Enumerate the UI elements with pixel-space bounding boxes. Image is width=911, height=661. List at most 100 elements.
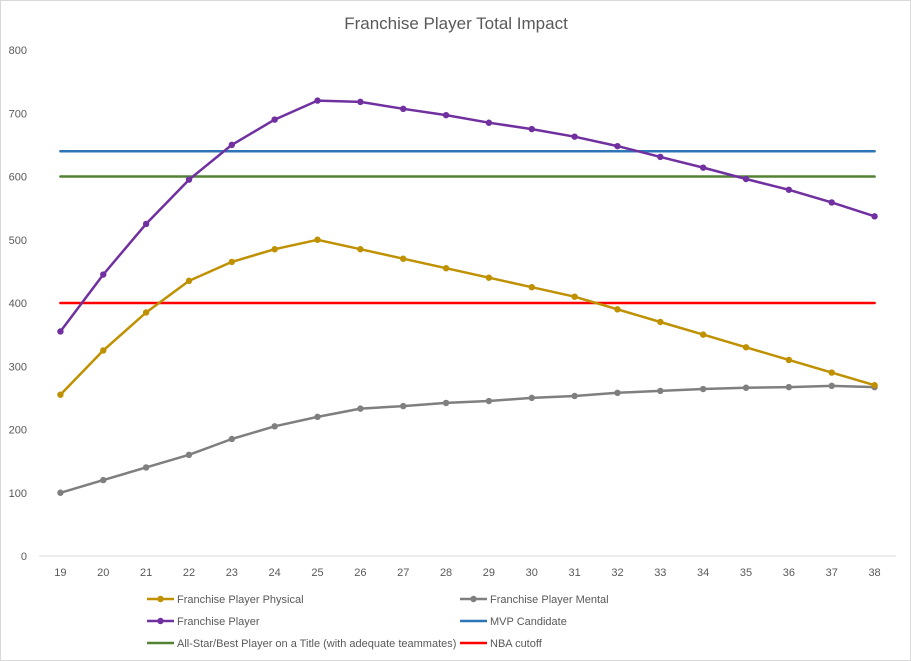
data-point-2-4 bbox=[228, 141, 236, 149]
data-point-1-15 bbox=[699, 385, 707, 393]
data-point-2-12 bbox=[571, 133, 578, 140]
data-point-2-0 bbox=[57, 328, 64, 335]
y-tick-label: 0 bbox=[21, 551, 27, 563]
x-tick-label: 30 bbox=[526, 567, 538, 579]
legend-label-2: Franchise Player bbox=[177, 616, 260, 628]
x-tick-label: 29 bbox=[483, 567, 495, 579]
legend-label-0: Franchise Player Physical bbox=[177, 594, 304, 606]
legend-label-4: All-Star/Best Player on a Title (with ad… bbox=[177, 638, 456, 650]
data-point-1-11 bbox=[528, 394, 535, 402]
x-tick-label: 25 bbox=[311, 567, 323, 579]
data-point-0-15 bbox=[699, 331, 707, 338]
data-point-2-15 bbox=[699, 164, 707, 171]
x-tick-label: 34 bbox=[697, 567, 709, 579]
data-point-2-5 bbox=[271, 116, 278, 123]
data-point-1-1 bbox=[100, 476, 107, 484]
series-line-2 bbox=[59, 99, 876, 333]
data-point-1-16 bbox=[742, 384, 750, 391]
y-tick-label: 200 bbox=[9, 425, 27, 437]
data-point-2-18 bbox=[828, 199, 835, 206]
data-point-0-5 bbox=[271, 246, 278, 253]
data-point-1-6 bbox=[314, 413, 321, 421]
y-tick-label: 500 bbox=[9, 235, 27, 247]
x-tick-label: 27 bbox=[397, 567, 409, 579]
data-point-0-4 bbox=[228, 258, 236, 266]
data-point-1-18 bbox=[828, 382, 835, 390]
data-point-0-1 bbox=[100, 347, 107, 354]
data-point-0-2 bbox=[142, 309, 150, 316]
x-tick-label: 19 bbox=[54, 567, 66, 579]
x-tick-label: 24 bbox=[269, 567, 281, 579]
data-point-2-17 bbox=[785, 186, 793, 193]
data-point-0-6 bbox=[314, 236, 321, 243]
data-point-0-11 bbox=[528, 283, 535, 291]
data-point-1-4 bbox=[228, 435, 236, 443]
data-point-0-10 bbox=[485, 274, 493, 281]
data-point-1-8 bbox=[400, 402, 407, 410]
data-point-1-5 bbox=[271, 423, 278, 430]
x-tick-label: 21 bbox=[140, 567, 152, 579]
y-axis-tick-labels: 0 100 200 300 400 500 600 700 800 bbox=[9, 45, 27, 563]
y-tick-label: 100 bbox=[9, 488, 27, 500]
data-point-0-0 bbox=[57, 391, 64, 398]
data-point-1-12 bbox=[571, 392, 578, 400]
x-tick-label: 33 bbox=[654, 567, 666, 579]
data-point-0-3 bbox=[185, 277, 193, 285]
data-point-1-10 bbox=[485, 397, 493, 405]
legend-label-1: Franchise Player Mental bbox=[490, 594, 609, 606]
x-axis: 19 20 21 22 23 24 25 26 27 28 29 30 31 32 33 34 35 36 37 38 bbox=[39, 555, 896, 579]
x-tick-label: 20 bbox=[97, 567, 109, 579]
data-point-1-2 bbox=[142, 464, 150, 471]
data-point-2-13 bbox=[614, 142, 621, 150]
data-point-1-14 bbox=[657, 387, 664, 395]
data-point-1-7 bbox=[357, 405, 364, 412]
series-markers bbox=[57, 97, 878, 496]
legend-label-5: NBA cutoff bbox=[490, 638, 543, 650]
data-point-1-17 bbox=[785, 383, 793, 391]
x-tick-label: 37 bbox=[826, 567, 838, 579]
series-line-1 bbox=[59, 384, 876, 495]
data-point-2-3 bbox=[185, 176, 193, 183]
data-point-0-8 bbox=[400, 255, 407, 262]
y-tick-label: 600 bbox=[9, 172, 27, 184]
data-point-2-11 bbox=[528, 125, 535, 133]
x-tick-label: 26 bbox=[354, 567, 366, 579]
x-tick-label: 38 bbox=[868, 567, 880, 579]
x-tick-label: 23 bbox=[226, 567, 238, 579]
y-tick-label: 800 bbox=[9, 45, 27, 57]
y-tick-label: 400 bbox=[9, 298, 27, 310]
data-point-2-10 bbox=[485, 119, 493, 126]
x-tick-label: 36 bbox=[783, 567, 795, 579]
series-line-0 bbox=[59, 238, 876, 396]
x-tick-label: 22 bbox=[183, 567, 195, 579]
data-point-0-19 bbox=[871, 382, 878, 389]
data-point-2-7 bbox=[357, 98, 364, 106]
data-point-0-17 bbox=[785, 356, 793, 364]
legend-label-3: MVP Candidate bbox=[490, 616, 567, 628]
data-point-2-1 bbox=[100, 271, 107, 278]
legend-marker-0 bbox=[157, 595, 164, 603]
data-point-2-9 bbox=[442, 111, 450, 119]
data-point-1-13 bbox=[614, 389, 621, 397]
legend-marker-1 bbox=[470, 595, 477, 603]
legend: Franchise Player Physical Franchise Playe… bbox=[147, 594, 609, 650]
chart-title: Franchise Player Total Impact bbox=[344, 14, 568, 33]
data-point-2-2 bbox=[142, 220, 150, 228]
x-tick-label: 31 bbox=[569, 567, 581, 579]
x-tick-label: 32 bbox=[611, 567, 623, 579]
data-point-0-12 bbox=[571, 293, 578, 300]
data-point-1-3 bbox=[185, 451, 193, 458]
y-tick-label: 300 bbox=[9, 361, 27, 373]
data-point-2-6 bbox=[314, 97, 321, 104]
data-point-2-19 bbox=[871, 213, 878, 220]
data-point-2-14 bbox=[657, 153, 664, 161]
data-point-0-18 bbox=[828, 369, 835, 376]
x-tick-label: 28 bbox=[440, 567, 452, 579]
data-point-2-8 bbox=[400, 105, 407, 113]
data-point-0-7 bbox=[357, 246, 364, 253]
data-point-0-9 bbox=[442, 265, 450, 272]
data-point-2-16 bbox=[742, 175, 750, 183]
series-lines bbox=[59, 99, 876, 495]
